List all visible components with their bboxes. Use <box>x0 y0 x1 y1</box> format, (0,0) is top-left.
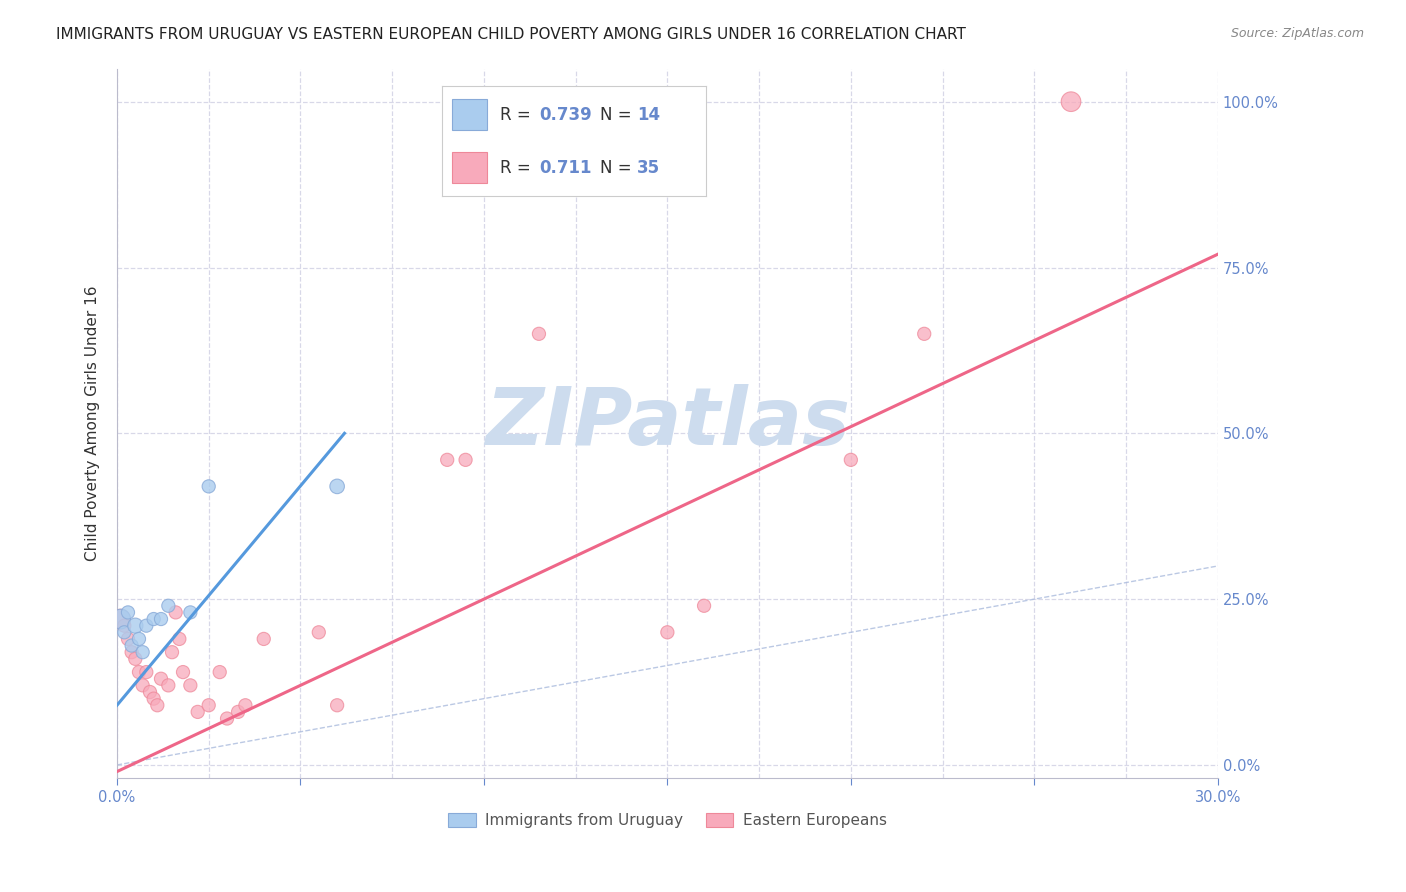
Point <box>112 618 135 632</box>
Text: Source: ZipAtlas.com: Source: ZipAtlas.com <box>1230 27 1364 40</box>
Point <box>124 618 146 632</box>
Point <box>142 691 165 706</box>
Point <box>121 639 143 653</box>
Point <box>121 645 143 659</box>
Point <box>1060 95 1083 109</box>
Point <box>135 618 157 632</box>
Point <box>150 612 173 626</box>
Point <box>187 705 209 719</box>
Point <box>226 705 249 719</box>
Point <box>117 606 139 620</box>
Point <box>657 625 679 640</box>
Point <box>117 632 139 646</box>
Point <box>179 606 201 620</box>
Point <box>112 625 135 640</box>
Point <box>454 453 477 467</box>
Point <box>157 599 180 613</box>
Point <box>160 645 183 659</box>
Point <box>131 645 153 659</box>
Point <box>110 612 132 626</box>
Point <box>326 479 349 493</box>
Point <box>208 665 231 679</box>
Point <box>169 632 191 646</box>
Point <box>142 612 165 626</box>
Point <box>172 665 194 679</box>
Point <box>110 612 132 626</box>
Point <box>157 678 180 692</box>
Point <box>839 453 862 467</box>
Point <box>165 606 187 620</box>
Point <box>326 698 349 713</box>
Text: ZIPatlas: ZIPatlas <box>485 384 849 462</box>
Legend: Immigrants from Uruguay, Eastern Europeans: Immigrants from Uruguay, Eastern Europea… <box>441 807 893 834</box>
Point <box>128 665 150 679</box>
Point <box>215 712 238 726</box>
Point <box>197 479 219 493</box>
Point <box>128 632 150 646</box>
Point <box>135 665 157 679</box>
Point <box>436 453 458 467</box>
Point <box>139 685 162 699</box>
Point <box>131 678 153 692</box>
Point <box>527 326 550 341</box>
Point <box>197 698 219 713</box>
Point <box>235 698 257 713</box>
Point <box>124 652 146 666</box>
Point <box>912 326 935 341</box>
Point <box>146 698 169 713</box>
Point <box>693 599 716 613</box>
Point <box>179 678 201 692</box>
Point <box>253 632 276 646</box>
Text: IMMIGRANTS FROM URUGUAY VS EASTERN EUROPEAN CHILD POVERTY AMONG GIRLS UNDER 16 C: IMMIGRANTS FROM URUGUAY VS EASTERN EUROP… <box>56 27 966 42</box>
Point <box>308 625 330 640</box>
Point <box>150 672 173 686</box>
Y-axis label: Child Poverty Among Girls Under 16: Child Poverty Among Girls Under 16 <box>86 285 100 561</box>
